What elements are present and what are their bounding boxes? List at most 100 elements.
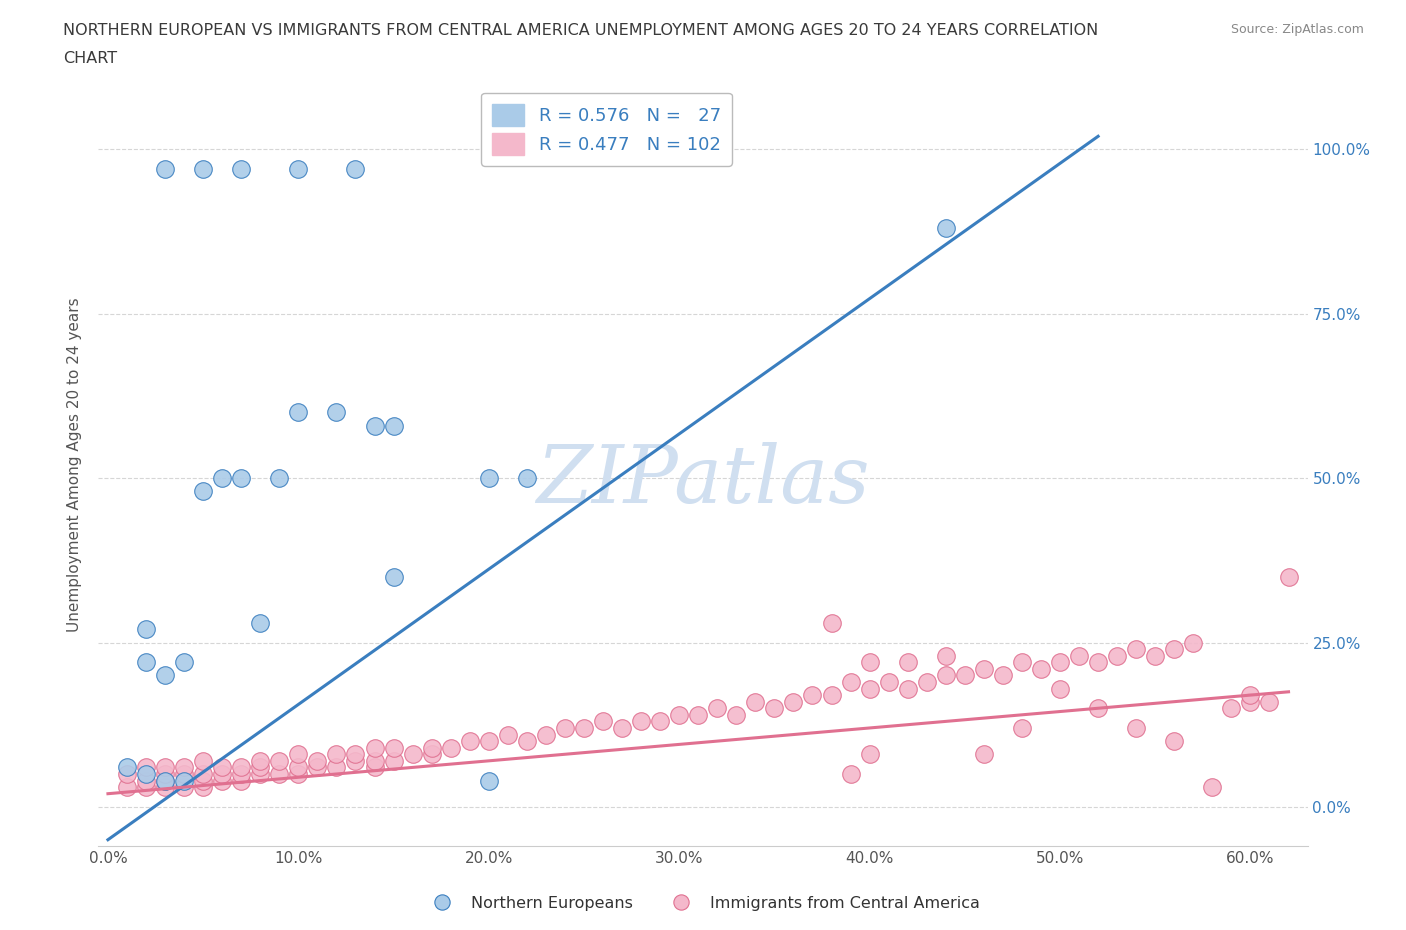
Point bbox=[440, 740, 463, 755]
Point bbox=[935, 221, 957, 236]
Point bbox=[496, 727, 519, 742]
Point bbox=[897, 681, 920, 696]
Point bbox=[1049, 655, 1071, 670]
Point bbox=[478, 734, 501, 749]
Point bbox=[382, 753, 405, 768]
Point bbox=[1163, 734, 1185, 749]
Point bbox=[191, 766, 214, 781]
Point bbox=[534, 727, 557, 742]
Point bbox=[287, 162, 309, 177]
Point bbox=[973, 747, 995, 762]
Point bbox=[839, 766, 862, 781]
Point bbox=[211, 471, 233, 485]
Text: Source: ZipAtlas.com: Source: ZipAtlas.com bbox=[1230, 23, 1364, 36]
Point bbox=[935, 648, 957, 663]
Point bbox=[153, 668, 176, 683]
Point bbox=[363, 740, 385, 755]
Point bbox=[782, 694, 804, 709]
Point bbox=[1011, 655, 1033, 670]
Point bbox=[153, 760, 176, 775]
Point bbox=[859, 747, 882, 762]
Point bbox=[231, 773, 253, 788]
Point bbox=[211, 773, 233, 788]
Point bbox=[363, 760, 385, 775]
Point bbox=[287, 747, 309, 762]
Point bbox=[173, 779, 195, 794]
Point bbox=[1087, 701, 1109, 716]
Point bbox=[325, 760, 347, 775]
Point bbox=[820, 616, 842, 631]
Point bbox=[115, 760, 138, 775]
Legend: Northern Europeans, Immigrants from Central America: Northern Europeans, Immigrants from Cent… bbox=[420, 890, 986, 917]
Point bbox=[420, 740, 443, 755]
Point bbox=[688, 708, 710, 723]
Point bbox=[668, 708, 690, 723]
Point bbox=[173, 766, 195, 781]
Point bbox=[135, 622, 157, 637]
Point bbox=[211, 766, 233, 781]
Point bbox=[231, 162, 253, 177]
Text: ZIPatlas: ZIPatlas bbox=[536, 442, 870, 519]
Point bbox=[115, 766, 138, 781]
Point bbox=[307, 760, 329, 775]
Point bbox=[744, 694, 766, 709]
Point bbox=[478, 773, 501, 788]
Point bbox=[1125, 642, 1147, 657]
Point bbox=[516, 734, 538, 749]
Point bbox=[1011, 721, 1033, 736]
Point bbox=[1258, 694, 1281, 709]
Point bbox=[610, 721, 633, 736]
Point bbox=[249, 766, 271, 781]
Point bbox=[973, 661, 995, 676]
Point bbox=[325, 405, 347, 419]
Point bbox=[115, 779, 138, 794]
Point bbox=[382, 740, 405, 755]
Point bbox=[1277, 569, 1299, 584]
Point bbox=[1201, 779, 1223, 794]
Point bbox=[211, 760, 233, 775]
Point bbox=[820, 687, 842, 702]
Point bbox=[1029, 661, 1052, 676]
Point bbox=[135, 773, 157, 788]
Point bbox=[1163, 642, 1185, 657]
Point bbox=[1067, 648, 1090, 663]
Point bbox=[401, 747, 423, 762]
Point bbox=[287, 405, 309, 419]
Point bbox=[173, 773, 195, 788]
Point bbox=[991, 668, 1014, 683]
Point bbox=[725, 708, 748, 723]
Point bbox=[859, 655, 882, 670]
Point bbox=[269, 753, 291, 768]
Point bbox=[153, 766, 176, 781]
Point bbox=[1125, 721, 1147, 736]
Point bbox=[249, 616, 271, 631]
Point bbox=[363, 753, 385, 768]
Point bbox=[153, 773, 176, 788]
Point bbox=[135, 655, 157, 670]
Text: NORTHERN EUROPEAN VS IMMIGRANTS FROM CENTRAL AMERICA UNEMPLOYMENT AMONG AGES 20 : NORTHERN EUROPEAN VS IMMIGRANTS FROM CEN… bbox=[63, 23, 1098, 38]
Point bbox=[191, 773, 214, 788]
Point bbox=[1239, 687, 1261, 702]
Point bbox=[1107, 648, 1129, 663]
Point bbox=[763, 701, 786, 716]
Point bbox=[1144, 648, 1167, 663]
Point bbox=[135, 760, 157, 775]
Point bbox=[706, 701, 728, 716]
Point bbox=[344, 162, 367, 177]
Point bbox=[478, 471, 501, 485]
Point bbox=[572, 721, 595, 736]
Point bbox=[839, 674, 862, 689]
Point bbox=[325, 747, 347, 762]
Point bbox=[191, 484, 214, 498]
Point bbox=[915, 674, 938, 689]
Point bbox=[897, 655, 920, 670]
Point bbox=[1182, 635, 1205, 650]
Point bbox=[458, 734, 481, 749]
Point bbox=[191, 162, 214, 177]
Point bbox=[135, 779, 157, 794]
Point bbox=[554, 721, 576, 736]
Point bbox=[650, 714, 672, 729]
Point bbox=[249, 760, 271, 775]
Point bbox=[344, 753, 367, 768]
Point bbox=[592, 714, 614, 729]
